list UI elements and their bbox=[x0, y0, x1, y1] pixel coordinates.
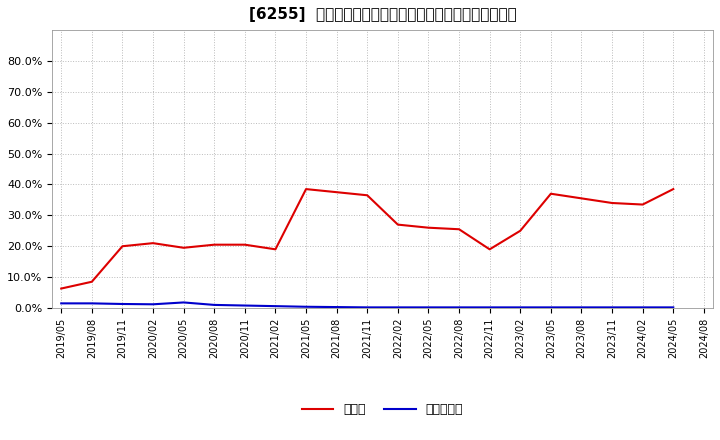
現預金 bbox=[88, 279, 96, 284]
現預金 bbox=[608, 200, 616, 205]
Title: [6255]  現預金、有利子負債の総資産に対する比率の推移: [6255] 現預金、有利子負債の総資産に対する比率の推移 bbox=[248, 7, 516, 22]
現預金 bbox=[240, 242, 249, 247]
有利子負債 bbox=[333, 304, 341, 310]
現預金 bbox=[179, 245, 188, 250]
有利子負債 bbox=[394, 305, 402, 310]
有利子負債 bbox=[118, 301, 127, 307]
現預金 bbox=[149, 241, 158, 246]
有利子負債 bbox=[363, 305, 372, 310]
有利子負債 bbox=[210, 302, 219, 308]
現預金 bbox=[455, 227, 464, 232]
現預金 bbox=[516, 228, 525, 234]
有利子負債 bbox=[455, 305, 464, 310]
現預金 bbox=[546, 191, 555, 196]
現預金 bbox=[57, 286, 66, 291]
有利子負債 bbox=[516, 305, 525, 310]
有利子負債 bbox=[669, 305, 678, 310]
有利子負債 bbox=[302, 304, 310, 309]
現預金 bbox=[333, 190, 341, 195]
有利子負債 bbox=[577, 305, 586, 310]
有利子負債 bbox=[88, 301, 96, 306]
有利子負債 bbox=[179, 300, 188, 305]
有利子負債 bbox=[57, 301, 66, 306]
現預金 bbox=[118, 244, 127, 249]
Legend: 現預金, 有利子負債: 現預金, 有利子負債 bbox=[302, 403, 463, 416]
現預金 bbox=[394, 222, 402, 227]
現預金 bbox=[271, 247, 280, 252]
現預金 bbox=[424, 225, 433, 231]
有利子負債 bbox=[485, 305, 494, 310]
Line: 有利子負債: 有利子負債 bbox=[61, 302, 673, 308]
Line: 現預金: 現預金 bbox=[61, 189, 673, 289]
有利子負債 bbox=[424, 305, 433, 310]
現預金 bbox=[485, 247, 494, 252]
現預金 bbox=[363, 193, 372, 198]
有利子負債 bbox=[149, 302, 158, 307]
有利子負債 bbox=[271, 304, 280, 309]
有利子負債 bbox=[546, 305, 555, 310]
現預金 bbox=[577, 196, 586, 201]
有利子負債 bbox=[608, 305, 616, 310]
現預金 bbox=[639, 202, 647, 207]
有利子負債 bbox=[639, 305, 647, 310]
現預金 bbox=[302, 187, 310, 192]
現預金 bbox=[210, 242, 219, 247]
現預金 bbox=[669, 187, 678, 192]
有利子負債 bbox=[240, 303, 249, 308]
